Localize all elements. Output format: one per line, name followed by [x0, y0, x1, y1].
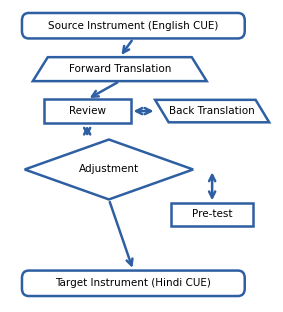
Polygon shape: [155, 100, 269, 122]
Text: Adjustment: Adjustment: [79, 164, 139, 174]
Text: Forward Translation: Forward Translation: [68, 64, 171, 74]
Bar: [44, 100, 131, 123]
Text: Back Translation: Back Translation: [169, 106, 255, 116]
Polygon shape: [25, 139, 193, 199]
FancyBboxPatch shape: [22, 13, 245, 38]
Bar: [171, 203, 253, 226]
Text: Source Instrument (English CUE): Source Instrument (English CUE): [48, 21, 218, 31]
FancyBboxPatch shape: [22, 271, 245, 296]
Text: Review: Review: [69, 106, 106, 116]
Polygon shape: [33, 57, 207, 81]
Text: Target Instrument (Hindi CUE): Target Instrument (Hindi CUE): [55, 278, 211, 288]
Text: Pre-test: Pre-test: [192, 209, 232, 219]
